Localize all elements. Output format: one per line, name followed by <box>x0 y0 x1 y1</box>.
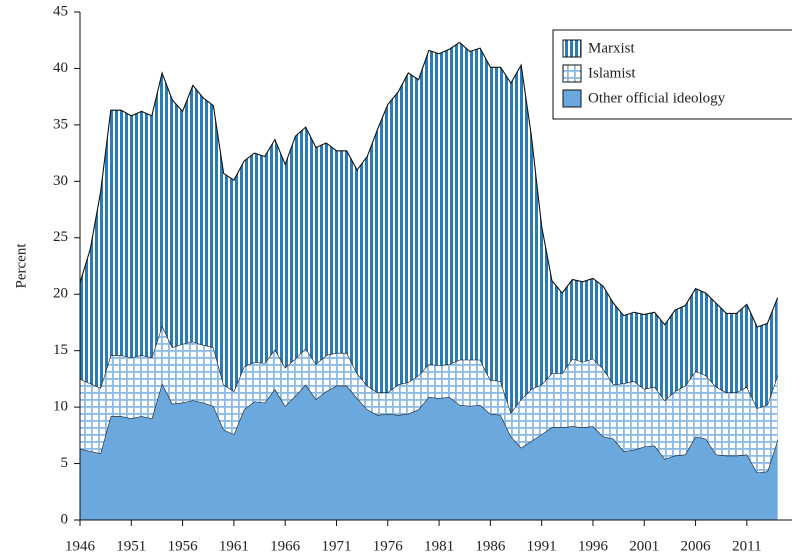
x-tick-label: 1946 <box>65 538 96 554</box>
legend-label: Other official ideology <box>588 90 726 106</box>
legend-swatch <box>562 89 582 108</box>
x-tick-label: 1966 <box>270 538 301 554</box>
y-tick-label: 10 <box>53 399 68 415</box>
y-tick-label: 15 <box>53 342 68 358</box>
area-edge <box>79 41 779 328</box>
legend-swatch <box>562 39 582 58</box>
legend-swatch <box>562 64 582 83</box>
plot-area <box>79 41 779 520</box>
x-tick-label: 2001 <box>629 538 659 554</box>
x-tick-label: 2011 <box>732 538 761 554</box>
legend: Marxist Islamist Other official ideology <box>552 29 792 120</box>
x-tick-label: 1976 <box>373 538 404 554</box>
x-tick-label: 1996 <box>578 538 609 554</box>
x-tick-label: 2006 <box>681 538 712 554</box>
y-tick-label: 40 <box>53 60 68 76</box>
x-tick-label: 1981 <box>424 538 454 554</box>
x-tick-label: 1991 <box>527 538 557 554</box>
y-tick-label: 30 <box>53 173 68 189</box>
legend-label: Marxist <box>588 40 635 56</box>
x-tick-label: 1961 <box>219 538 249 554</box>
y-tick-label: 20 <box>53 286 68 302</box>
y-tick-label: 45 <box>53 3 68 19</box>
area <box>80 383 778 520</box>
y-tick-label: 0 <box>61 511 69 527</box>
y-tick-label: 25 <box>53 229 68 245</box>
x-tick-label: 1986 <box>475 538 506 554</box>
legend-label: Islamist <box>588 65 636 81</box>
x-tick-label: 1951 <box>116 538 146 554</box>
x-tick-label: 1971 <box>321 538 351 554</box>
y-tick-label: 35 <box>53 116 68 132</box>
legend-frame <box>552 29 792 120</box>
y-tick-label: 5 <box>61 455 69 471</box>
y-axis-label: Percent <box>13 243 29 289</box>
x-tick-label: 1956 <box>168 538 199 554</box>
area <box>80 42 778 413</box>
